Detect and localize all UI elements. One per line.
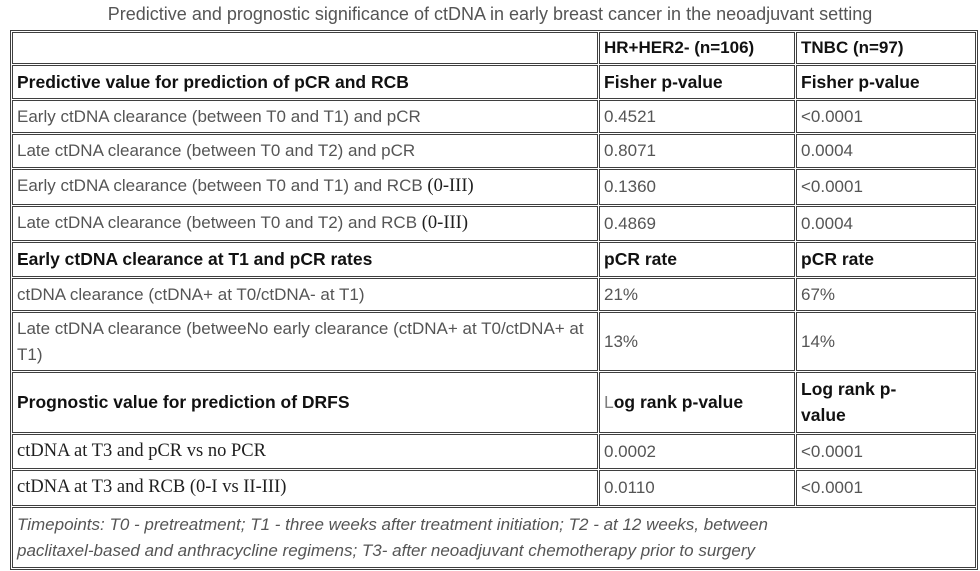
row-label-cell: Late ctDNA clearance (between T0 and T2)… (12, 134, 598, 168)
hr-her2-cell: 0.0110 (599, 470, 795, 506)
header-row: HR+HER2- (n=106) TNBC (n=97) (12, 32, 976, 64)
timepoints-footnote: Timepoints: T0 - pretreatment; T1 - thre… (12, 507, 976, 568)
row-label-serif: (0-III) (421, 212, 468, 233)
row-label-cell: ctDNA at T3 and pCR vs no PCR (12, 433, 598, 470)
tnbc-cell: Fisher p-value (796, 64, 976, 99)
row-early-clearance-pcr: Early ctDNA clearance (between T0 and T1… (12, 99, 976, 134)
tnbc-cell: <0.0001 (796, 433, 976, 470)
col-subheader: Log rank p-value (801, 379, 897, 426)
header-empty-cell (12, 32, 598, 64)
footnote-row: Timepoints: T0 - pretreatment; T1 - thre… (12, 507, 976, 568)
hr-her2-cell: 0.8071 (599, 134, 795, 168)
footnote-text: Timepoints: T0 - pretreatment; T1 - thre… (17, 515, 769, 560)
tnbc-cell: pCR rate (796, 242, 976, 277)
row-late-clearance-pcr: Late ctDNA clearance (between T0 and T2)… (12, 134, 976, 168)
hr-her2-cell: 0.0002 (599, 433, 795, 470)
tnbc-cell: <0.0001 (796, 470, 976, 506)
section-label-cell: Early ctDNA clearance at T1 and pCR rate… (12, 242, 598, 277)
tnbc-cell: <0.0001 (796, 99, 976, 134)
tnbc-cell: 0.0004 (796, 134, 976, 168)
section-label-cell: Predictive value for prediction of pCR a… (12, 64, 598, 99)
hr-her2-cell: Fisher p-value (599, 64, 795, 99)
row-no-early-clearance-rate: Late ctDNA clearance (betweeNo early cle… (12, 312, 976, 371)
row-label: Early ctDNA clearance (between T0 and T1… (17, 175, 428, 195)
section-row-pcr-rates: Early ctDNA clearance at T1 and pCR rate… (12, 242, 976, 277)
row-late-clearance-rcb: Late ctDNA clearance (between T0 and T2)… (12, 205, 976, 242)
hr-her2-cell: pCR rate (599, 242, 795, 277)
hr-her2-cell: Log rank p-value (599, 372, 795, 433)
tnbc-cell: 14% (796, 312, 976, 371)
section-row-predictive: Predictive value for prediction of pCR a… (12, 64, 976, 99)
row-label-cell: Late ctDNA clearance (betweeNo early cle… (12, 312, 598, 371)
row-label-cell: ctDNA clearance (ctDNA+ at T0/ctDNA- at … (12, 277, 598, 311)
tnbc-cell: Log rank p-value (796, 372, 976, 433)
hr-her2-cell: 0.4521 (599, 99, 795, 134)
row-label: Late ctDNA clearance (between T0 and T2)… (17, 212, 422, 232)
tnbc-cell: 67% (796, 277, 976, 311)
table-title: Predictive and prognostic significance o… (107, 4, 873, 24)
light-letter: L (604, 392, 614, 413)
row-label-cell: Late ctDNA clearance (between T0 and T2)… (12, 205, 598, 242)
row-label-serif: (0-III) (427, 175, 474, 196)
section-row-prognostic: Prognostic value for prediction of DRFS … (12, 372, 976, 433)
hr-her2-cell: 13% (599, 312, 795, 371)
hr-her2-cell: 0.1360 (599, 168, 795, 205)
column-header-hr-her2: HR+HER2- (n=106) (599, 32, 795, 64)
row-label-cell: Early ctDNA clearance (between T0 and T1… (12, 168, 598, 205)
row-early-clearance-rcb: Early ctDNA clearance (between T0 and T1… (12, 168, 976, 205)
column-header-tnbc: TNBC (n=97) (796, 32, 976, 64)
row-ctdna-t3-rcb: ctDNA at T3 and RCB (0-I vs II-III) 0.01… (12, 470, 976, 506)
row-ctdna-t3-pcr: ctDNA at T3 and pCR vs no PCR 0.0002 <0.… (12, 433, 976, 470)
hr-her2-cell: 0.4869 (599, 205, 795, 242)
hr-her2-cell: 21% (599, 277, 795, 311)
tnbc-cell: 0.0004 (796, 205, 976, 242)
row-ctdna-clearance-rate: ctDNA clearance (ctDNA+ at T0/ctDNA- at … (12, 277, 976, 311)
section-label-cell: Prognostic value for prediction of DRFS (12, 372, 598, 433)
significance-table: HR+HER2- (n=106) TNBC (n=97) Predictive … (10, 30, 978, 570)
col-subheader: og rank p-value (613, 392, 744, 413)
tnbc-cell: <0.0001 (796, 168, 976, 205)
row-label-cell: Early ctDNA clearance (between T0 and T1… (12, 99, 598, 134)
row-label-cell: ctDNA at T3 and RCB (0-I vs II-III) (12, 470, 598, 506)
